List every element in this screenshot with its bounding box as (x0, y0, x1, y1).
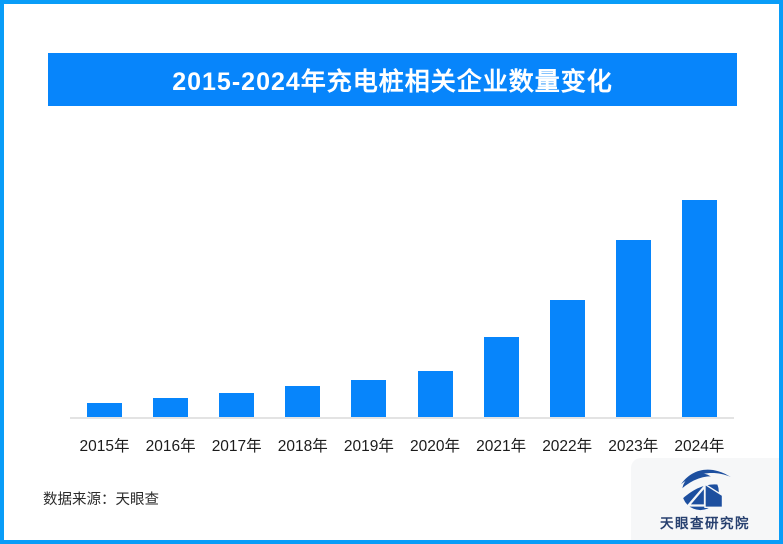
bar-2020年 (417, 371, 453, 417)
x-axis-line (70, 417, 734, 419)
bar-2024年 (681, 200, 717, 417)
x-tick-label: 2017年 (211, 438, 262, 455)
bar-2017年 (219, 393, 255, 417)
tianyancha-logo-icon (677, 469, 733, 511)
bar-2021年 (483, 337, 519, 417)
x-tick-label: 2024年 (674, 438, 725, 455)
brand-logo-card: 天眼查研究院 (631, 458, 779, 540)
x-tick-label: 2016年 (145, 438, 196, 455)
x-tick-label: 2022年 (542, 438, 593, 455)
bar-2015年 (87, 403, 122, 417)
chart-title-banner: 2015-2024年充电桩相关企业数量变化 (48, 53, 737, 106)
x-tick-label: 2018年 (277, 438, 328, 455)
chart-title: 2015-2024年充电桩相关企业数量变化 (172, 67, 613, 96)
bar-2018年 (285, 386, 321, 417)
data-source-note: 数据来源：天眼查 (43, 492, 159, 508)
x-tick-label: 2020年 (410, 438, 460, 455)
bar-2016年 (153, 398, 189, 417)
bar-2023年 (615, 240, 651, 417)
x-tick-label: 2019年 (343, 438, 394, 455)
x-tick-label: 2023年 (608, 438, 659, 455)
bar-2019年 (351, 380, 387, 417)
bar-2022年 (549, 300, 585, 417)
x-tick-label: 2015年 (79, 438, 130, 455)
x-tick-label: 2021年 (476, 438, 527, 455)
brand-logo-text: 天眼查研究院 (660, 516, 750, 531)
